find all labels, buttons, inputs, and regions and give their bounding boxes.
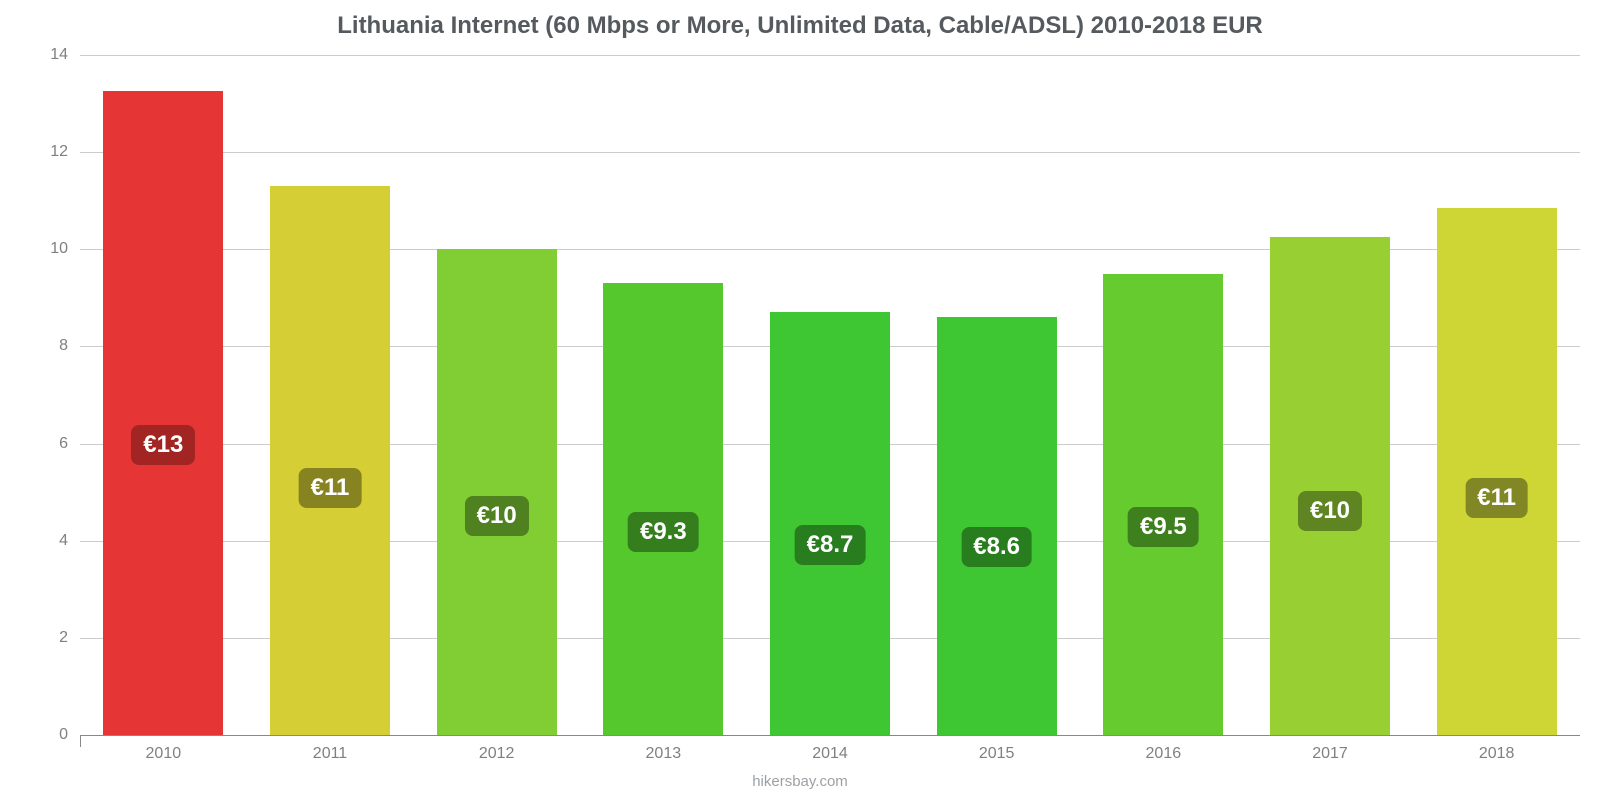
chart-title: Lithuania Internet (60 Mbps or More, Unl… [0,12,1600,40]
x-tick-label: 2018 [1479,735,1515,763]
y-tick-label: 8 [59,337,80,355]
y-tick-label: 10 [50,240,80,258]
y-tick-label: 0 [59,726,80,744]
x-tick-label: 2017 [1312,735,1348,763]
x-tick-label: 2010 [146,735,182,763]
y-tick-label: 6 [59,435,80,453]
x-tick-label: 2012 [479,735,515,763]
grid-line [80,55,1580,56]
bar [770,312,890,735]
bar [437,249,557,735]
bar [937,317,1057,735]
plot-area: 02468101214€132010€112011€102012€9.32013… [80,55,1580,735]
y-axis-stub [80,735,81,747]
bar [603,283,723,735]
x-tick-label: 2011 [313,735,347,763]
y-tick-label: 2 [59,629,80,647]
bar [270,186,390,735]
y-tick-label: 12 [50,143,80,161]
bar [1437,208,1557,735]
y-tick-label: 4 [59,532,80,550]
x-tick-label: 2013 [646,735,682,763]
bar [1103,274,1223,735]
x-tick-label: 2015 [979,735,1015,763]
chart-source: hikersbay.com [0,773,1600,790]
bar [103,91,223,735]
y-tick-label: 14 [50,46,80,64]
x-tick-label: 2014 [812,735,848,763]
chart-container: Lithuania Internet (60 Mbps or More, Unl… [0,0,1600,800]
bar [1270,237,1390,735]
grid-line [80,152,1580,153]
x-tick-label: 2016 [1146,735,1182,763]
